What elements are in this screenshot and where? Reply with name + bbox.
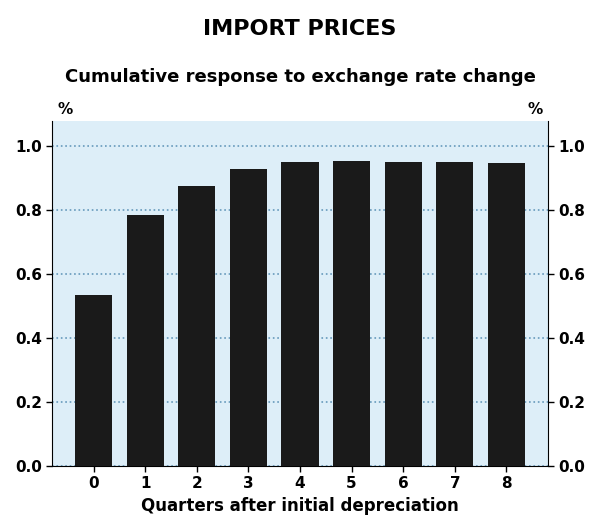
Text: %: % bbox=[527, 102, 542, 118]
Bar bbox=[436, 162, 473, 466]
Text: IMPORT PRICES: IMPORT PRICES bbox=[203, 19, 397, 39]
Bar bbox=[127, 215, 164, 466]
Bar bbox=[281, 162, 319, 466]
Text: %: % bbox=[58, 102, 73, 118]
Bar bbox=[333, 161, 370, 466]
Bar bbox=[178, 187, 215, 466]
Bar bbox=[230, 169, 267, 466]
Title: Cumulative response to exchange rate change: Cumulative response to exchange rate cha… bbox=[65, 68, 535, 86]
X-axis label: Quarters after initial depreciation: Quarters after initial depreciation bbox=[141, 497, 459, 515]
Bar bbox=[488, 163, 525, 466]
Bar bbox=[75, 295, 112, 466]
Bar bbox=[385, 162, 422, 466]
